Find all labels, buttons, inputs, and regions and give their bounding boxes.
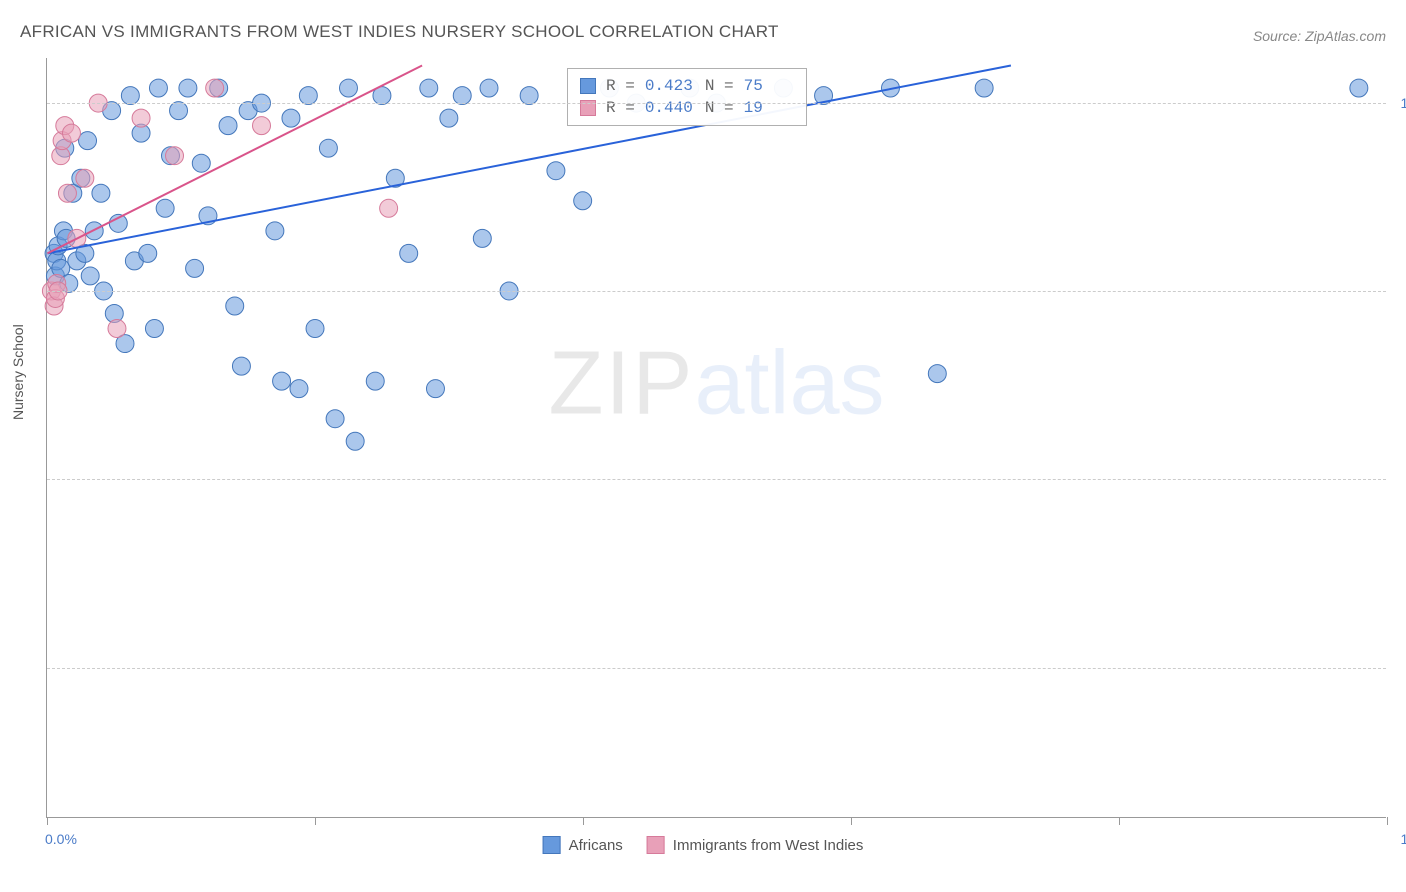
stat-n-value-1: 75: [744, 77, 794, 95]
data-point: [975, 79, 993, 97]
data-point: [547, 162, 565, 180]
chart-title: AFRICAN VS IMMIGRANTS FROM WEST INDIES N…: [20, 22, 779, 42]
stat-n-label-2: N =: [705, 99, 734, 117]
x-tick: [851, 817, 852, 825]
data-point: [306, 320, 324, 338]
data-point: [420, 79, 438, 97]
data-point: [58, 184, 76, 202]
bottom-legend: Africans Immigrants from West Indies: [543, 836, 864, 854]
x-tick: [583, 817, 584, 825]
data-point: [232, 357, 250, 375]
data-point: [426, 380, 444, 398]
stat-r-value-2: 0.440: [645, 99, 695, 117]
stat-r-label-1: R =: [606, 77, 635, 95]
regression-line: [47, 66, 422, 254]
x-tick-label-max: 100.0%: [1401, 831, 1406, 847]
stat-n-label-1: N =: [705, 77, 734, 95]
data-point: [170, 102, 188, 120]
data-point: [253, 117, 271, 135]
x-tick-label-min: 0.0%: [45, 831, 77, 847]
stat-r-label-2: R =: [606, 99, 635, 117]
data-point: [440, 109, 458, 127]
data-point: [326, 410, 344, 428]
data-point: [81, 267, 99, 285]
data-point: [273, 372, 291, 390]
stat-swatch-1: [580, 78, 596, 94]
data-point: [400, 244, 418, 262]
stat-row-1: R = 0.423 N = 75: [580, 75, 794, 97]
x-tick: [47, 817, 48, 825]
data-point: [108, 320, 126, 338]
data-point: [290, 380, 308, 398]
x-tick: [315, 817, 316, 825]
data-point: [339, 79, 357, 97]
data-point: [79, 132, 97, 150]
legend-item-1: Africans: [543, 836, 623, 854]
data-point: [192, 154, 210, 172]
data-point: [121, 87, 139, 105]
scatter-plot-svg: [47, 58, 1386, 817]
gridline-h: [47, 291, 1386, 292]
data-point: [226, 297, 244, 315]
chart-container: AFRICAN VS IMMIGRANTS FROM WEST INDIES N…: [0, 0, 1406, 892]
data-point: [149, 79, 167, 97]
data-point: [76, 169, 94, 187]
data-point: [282, 109, 300, 127]
data-point: [1350, 79, 1368, 97]
data-point: [453, 87, 471, 105]
data-point: [186, 259, 204, 277]
data-point: [346, 432, 364, 450]
legend-item-2: Immigrants from West Indies: [647, 836, 864, 854]
stat-box: R = 0.423 N = 75 R = 0.440 N = 19: [567, 68, 807, 126]
data-point: [92, 184, 110, 202]
gridline-h: [47, 479, 1386, 480]
gridline-h: [47, 103, 1386, 104]
data-point: [206, 79, 224, 97]
data-point: [480, 79, 498, 97]
y-tick-label: 100.0%: [1393, 95, 1406, 111]
data-point: [473, 229, 491, 247]
data-point: [574, 192, 592, 210]
data-point: [145, 320, 163, 338]
data-point: [299, 87, 317, 105]
data-point: [166, 147, 184, 165]
data-point: [366, 372, 384, 390]
stat-n-value-2: 19: [744, 99, 794, 117]
data-point: [179, 79, 197, 97]
stat-r-value-1: 0.423: [645, 77, 695, 95]
legend-swatch-2: [647, 836, 665, 854]
gridline-h: [47, 668, 1386, 669]
stat-row-2: R = 0.440 N = 19: [580, 97, 794, 119]
data-point: [520, 87, 538, 105]
plot-area: ZIPatlas R = 0.423 N = 75 R = 0.440 N = …: [46, 58, 1386, 818]
y-tick-label: 95.0%: [1393, 471, 1406, 487]
x-tick: [1387, 817, 1388, 825]
y-tick-label: 92.5%: [1393, 660, 1406, 676]
data-point: [132, 109, 150, 127]
data-point: [266, 222, 284, 240]
y-tick-label: 97.5%: [1393, 283, 1406, 299]
source-label: Source: ZipAtlas.com: [1253, 28, 1386, 44]
y-axis-label: Nursery School: [10, 324, 26, 420]
x-tick: [1119, 817, 1120, 825]
legend-swatch-1: [543, 836, 561, 854]
data-point: [319, 139, 337, 157]
data-point: [156, 199, 174, 217]
legend-label-2: Immigrants from West Indies: [673, 837, 864, 854]
data-point: [62, 124, 80, 142]
legend-label-1: Africans: [569, 837, 623, 854]
data-point: [139, 244, 157, 262]
data-point: [928, 365, 946, 383]
data-point: [380, 199, 398, 217]
data-point: [219, 117, 237, 135]
